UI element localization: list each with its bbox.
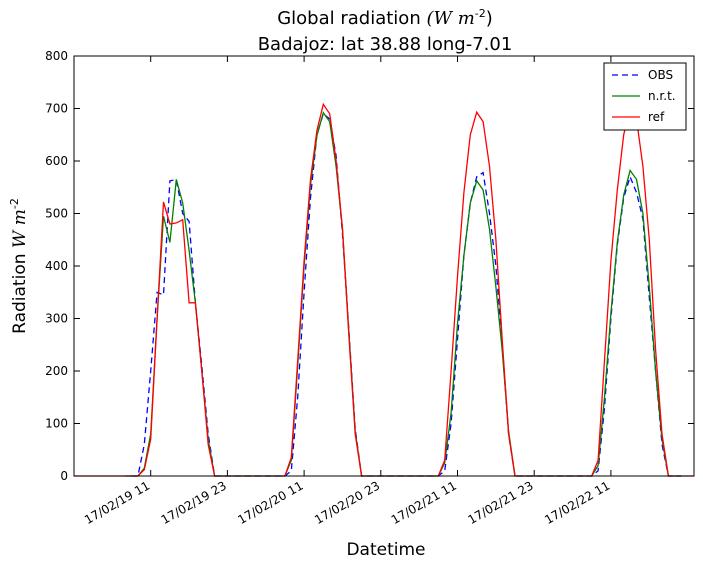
legend: OBS n.r.t. ref [603, 62, 687, 131]
x-tick-label: 17/02/20 23 [312, 478, 382, 527]
legend-label: n.r.t. [648, 89, 676, 103]
series-layer [74, 102, 694, 477]
y-tick-label: 700 [45, 102, 68, 116]
y-axis-label: Radiation W m-2 [8, 198, 30, 334]
series-line-nrt [125, 111, 682, 477]
y-tick-label: 100 [45, 417, 68, 431]
chart-subtitle: Badajoz: lat 38.88 long-7.01 [258, 34, 513, 55]
y-tick-label: 500 [45, 207, 68, 221]
x-tick-label: 17/02/19 11 [82, 478, 152, 527]
x-tick-label: 17/02/22 11 [542, 478, 612, 527]
x-tick-label: 17/02/21 11 [389, 478, 459, 527]
y-tick-label: 800 [45, 49, 68, 63]
legend-label: ref [648, 110, 665, 124]
x-tick-label: 17/02/20 11 [235, 478, 305, 527]
x-axis-label: Datetime [346, 540, 425, 560]
chart-title: Global radiation (W m-2) [277, 7, 493, 29]
y-tick-label: 300 [45, 312, 68, 326]
x-tick-label: 17/02/21 23 [465, 478, 535, 527]
series-line-OBS [131, 112, 682, 477]
plot-frame [73, 55, 695, 477]
y-tick-label: 400 [45, 259, 68, 273]
y-tick-label: 200 [45, 364, 68, 378]
y-tick-label: 0 [60, 469, 68, 483]
series-line-ref [74, 102, 694, 477]
legend-label: OBS [648, 68, 673, 82]
x-tick-label: 17/02/19 23 [159, 478, 229, 527]
y-tick-label: 600 [45, 154, 68, 168]
